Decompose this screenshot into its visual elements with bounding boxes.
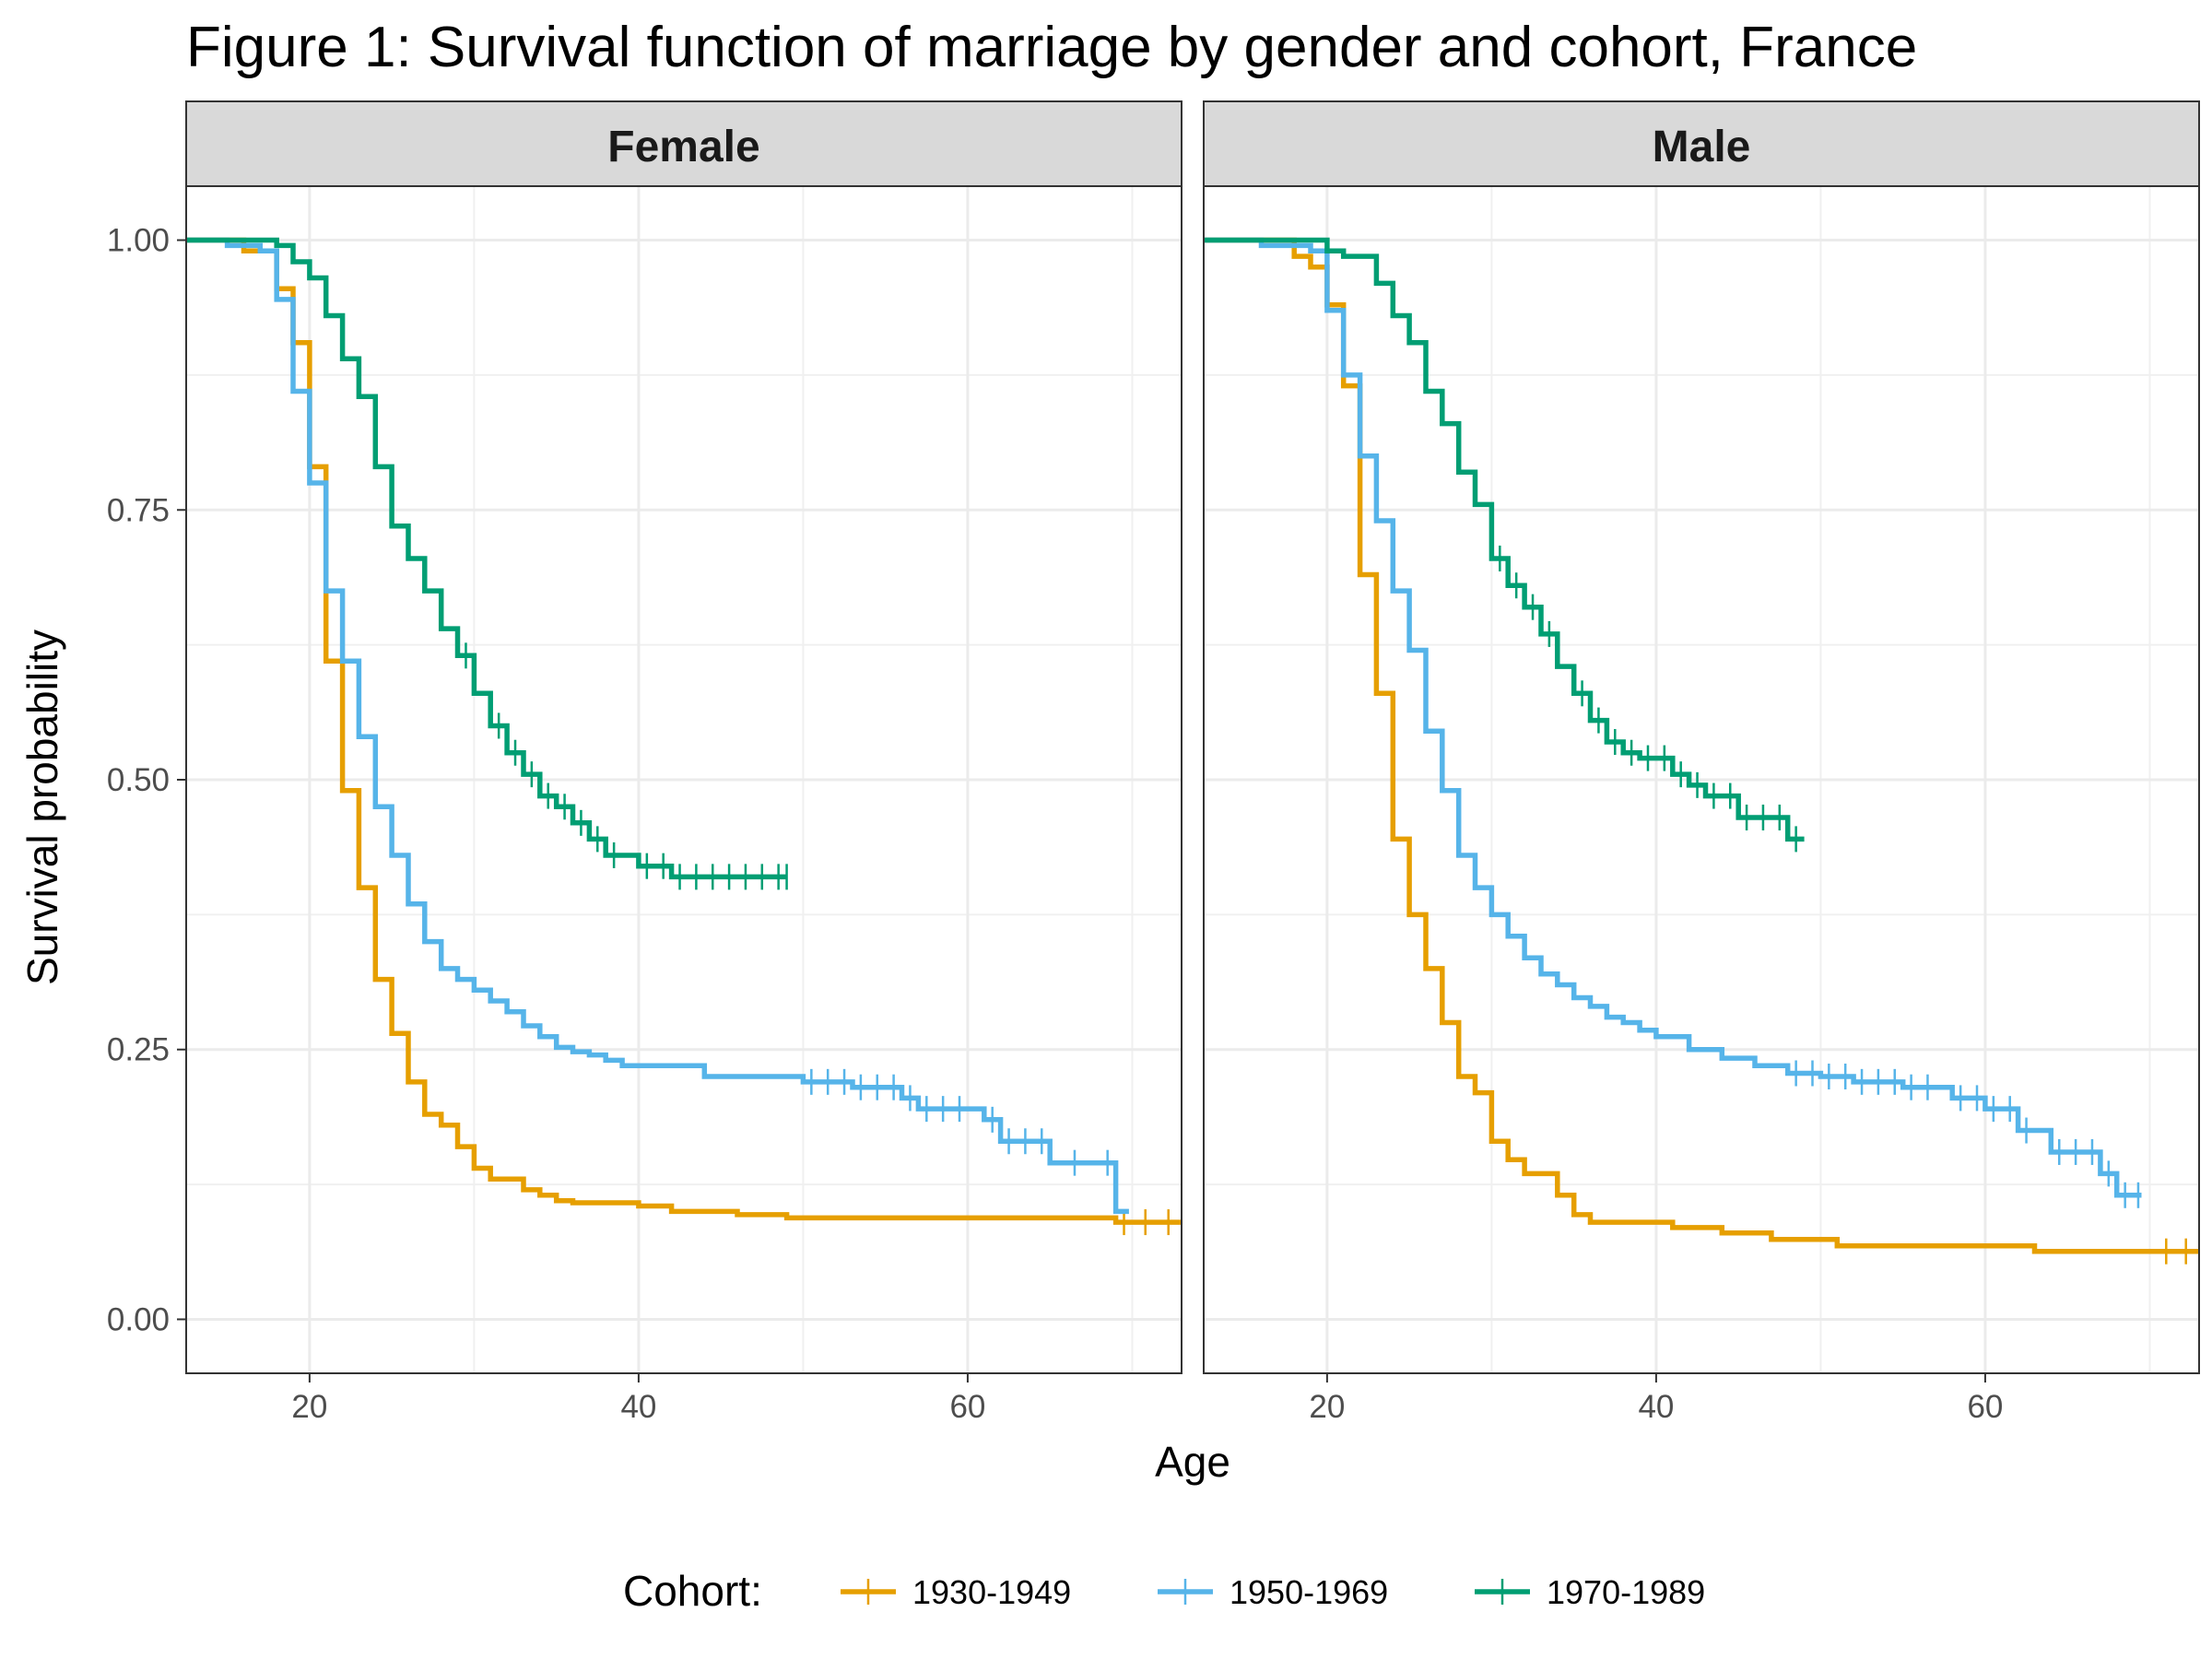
y-tick-label: 0.25 xyxy=(107,1032,170,1068)
facet-strip xyxy=(185,100,1182,187)
y-tick-label: 0.75 xyxy=(107,492,170,528)
x-tick-label: 60 xyxy=(949,1389,985,1425)
series-1970-1989 xyxy=(1204,237,1805,853)
x-tick-label: 20 xyxy=(291,1389,327,1425)
panel-female: Female 20 40 60 0.00 0.25 0.50 0.75 1.00 xyxy=(107,100,1182,1425)
facet-strip-label: Female xyxy=(607,123,759,171)
x-axis-title: Age xyxy=(1155,1438,1230,1486)
legend: Cohort: 1930-1949 1950-1969 1970-1989 xyxy=(623,1567,1705,1615)
x-tick-label: 40 xyxy=(620,1389,656,1425)
x-tick-label: 20 xyxy=(1309,1389,1345,1425)
facet-panels: Female 20 40 60 0.00 0.25 0.50 0.75 1.00 Male 20 40… xyxy=(107,100,2200,1425)
series-1970-1989 xyxy=(186,237,788,890)
y-tick-label: 0.50 xyxy=(107,762,170,798)
panel-male: Male 20 40 60 xyxy=(1203,100,2200,1425)
legend-item-1930-1949: 1930-1949 xyxy=(841,1573,1071,1611)
series-1950-1969 xyxy=(1204,237,2142,1208)
legend-title: Cohort: xyxy=(623,1567,762,1615)
legend-label: 1970-1989 xyxy=(1547,1573,1705,1611)
survival-curve xyxy=(1204,237,2142,1198)
legend-item-1950-1969: 1950-1969 xyxy=(1158,1573,1388,1611)
chart-title: Figure 1: Survival function of marriage … xyxy=(186,16,1917,79)
legend-label: 1950-1969 xyxy=(1230,1573,1388,1611)
survival-curve xyxy=(186,237,1129,1215)
survival-curve xyxy=(186,237,1182,1225)
series-1950-1969 xyxy=(186,237,1129,1215)
y-tick-label: 1.00 xyxy=(107,223,170,259)
y-tick-label: 0.00 xyxy=(107,1301,170,1337)
y-axis-title: Survival probability xyxy=(18,629,66,985)
survival-curve xyxy=(186,237,787,880)
x-tick-label: 60 xyxy=(1967,1389,2003,1425)
panel-border xyxy=(1203,185,2200,1374)
legend-label: 1930-1949 xyxy=(912,1573,1071,1611)
x-tick-label: 40 xyxy=(1638,1389,1674,1425)
legend-item-1970-1989: 1970-1989 xyxy=(1475,1573,1705,1611)
facet-strip-label: Male xyxy=(1653,123,1751,171)
